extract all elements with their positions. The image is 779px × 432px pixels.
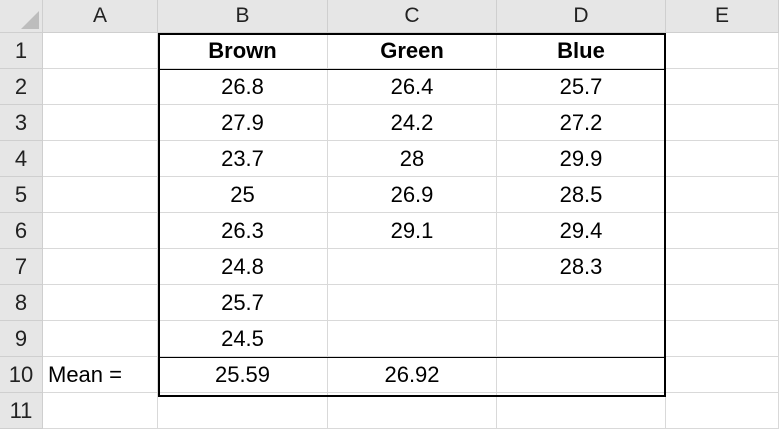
cell-d11[interactable] <box>497 393 666 429</box>
cell-a11[interactable] <box>43 393 158 429</box>
cell-b10[interactable]: 25.59 <box>158 357 328 393</box>
cell-b8[interactable]: 25.7 <box>158 285 328 321</box>
cell-d5[interactable]: 28.5 <box>497 177 666 213</box>
row-header-5[interactable]: 5 <box>0 177 43 213</box>
cell-c6[interactable]: 29.1 <box>328 213 497 249</box>
cell-d4[interactable]: 29.9 <box>497 141 666 177</box>
row-header-3[interactable]: 3 <box>0 105 43 141</box>
cell-a9[interactable] <box>43 321 158 357</box>
cell-a10[interactable]: Mean = <box>43 357 158 393</box>
cell-c9[interactable] <box>328 321 497 357</box>
cell-c5[interactable]: 26.9 <box>328 177 497 213</box>
row-header-11[interactable]: 11 <box>0 393 43 429</box>
cell-d10[interactable] <box>497 357 666 393</box>
column-header-d[interactable]: D <box>497 0 666 33</box>
cell-e11[interactable] <box>666 393 779 429</box>
cell-e1[interactable] <box>666 33 779 69</box>
cell-b7[interactable]: 24.8 <box>158 249 328 285</box>
cell-a3[interactable] <box>43 105 158 141</box>
cell-c7[interactable] <box>328 249 497 285</box>
cell-d7[interactable]: 28.3 <box>497 249 666 285</box>
column-header-a[interactable]: A <box>43 0 158 33</box>
row-header-4[interactable]: 4 <box>0 141 43 177</box>
cell-b6[interactable]: 26.3 <box>158 213 328 249</box>
cell-b11[interactable] <box>158 393 328 429</box>
cell-e8[interactable] <box>666 285 779 321</box>
cell-e2[interactable] <box>666 69 779 105</box>
row-header-10[interactable]: 10 <box>0 357 43 393</box>
cell-d6[interactable]: 29.4 <box>497 213 666 249</box>
column-header-b[interactable]: B <box>158 0 328 33</box>
cell-e5[interactable] <box>666 177 779 213</box>
cell-d8[interactable] <box>497 285 666 321</box>
cell-e4[interactable] <box>666 141 779 177</box>
cell-a1[interactable] <box>43 33 158 69</box>
cell-e10[interactable] <box>666 357 779 393</box>
cell-d2[interactable]: 25.7 <box>497 69 666 105</box>
cell-c1[interactable]: Green <box>328 33 497 69</box>
cell-d3[interactable]: 27.2 <box>497 105 666 141</box>
cell-b5[interactable]: 25 <box>158 177 328 213</box>
cell-e9[interactable] <box>666 321 779 357</box>
cell-a6[interactable] <box>43 213 158 249</box>
cell-e3[interactable] <box>666 105 779 141</box>
cell-a8[interactable] <box>43 285 158 321</box>
cell-b1[interactable]: Brown <box>158 33 328 69</box>
cell-c2[interactable]: 26.4 <box>328 69 497 105</box>
cell-c8[interactable] <box>328 285 497 321</box>
cell-b2[interactable]: 26.8 <box>158 69 328 105</box>
cell-d1[interactable]: Blue <box>497 33 666 69</box>
row-header-1[interactable]: 1 <box>0 33 43 69</box>
cell-a4[interactable] <box>43 141 158 177</box>
cell-d9[interactable] <box>497 321 666 357</box>
row-header-9[interactable]: 9 <box>0 321 43 357</box>
cell-e7[interactable] <box>666 249 779 285</box>
cell-b9[interactable]: 24.5 <box>158 321 328 357</box>
column-header-e[interactable]: E <box>666 0 779 33</box>
cell-b4[interactable]: 23.7 <box>158 141 328 177</box>
cell-a7[interactable] <box>43 249 158 285</box>
cell-c11[interactable] <box>328 393 497 429</box>
row-header-6[interactable]: 6 <box>0 213 43 249</box>
row-header-2[interactable]: 2 <box>0 69 43 105</box>
select-all-button[interactable] <box>0 0 43 33</box>
cell-e6[interactable] <box>666 213 779 249</box>
cell-a5[interactable] <box>43 177 158 213</box>
cell-c4[interactable]: 28 <box>328 141 497 177</box>
cell-c3[interactable]: 24.2 <box>328 105 497 141</box>
cell-b3[interactable]: 27.9 <box>158 105 328 141</box>
select-all-triangle-icon <box>21 11 39 29</box>
cell-a2[interactable] <box>43 69 158 105</box>
row-header-8[interactable]: 8 <box>0 285 43 321</box>
row-header-7[interactable]: 7 <box>0 249 43 285</box>
cell-c10[interactable]: 26.92 <box>328 357 497 393</box>
column-header-c[interactable]: C <box>328 0 497 33</box>
